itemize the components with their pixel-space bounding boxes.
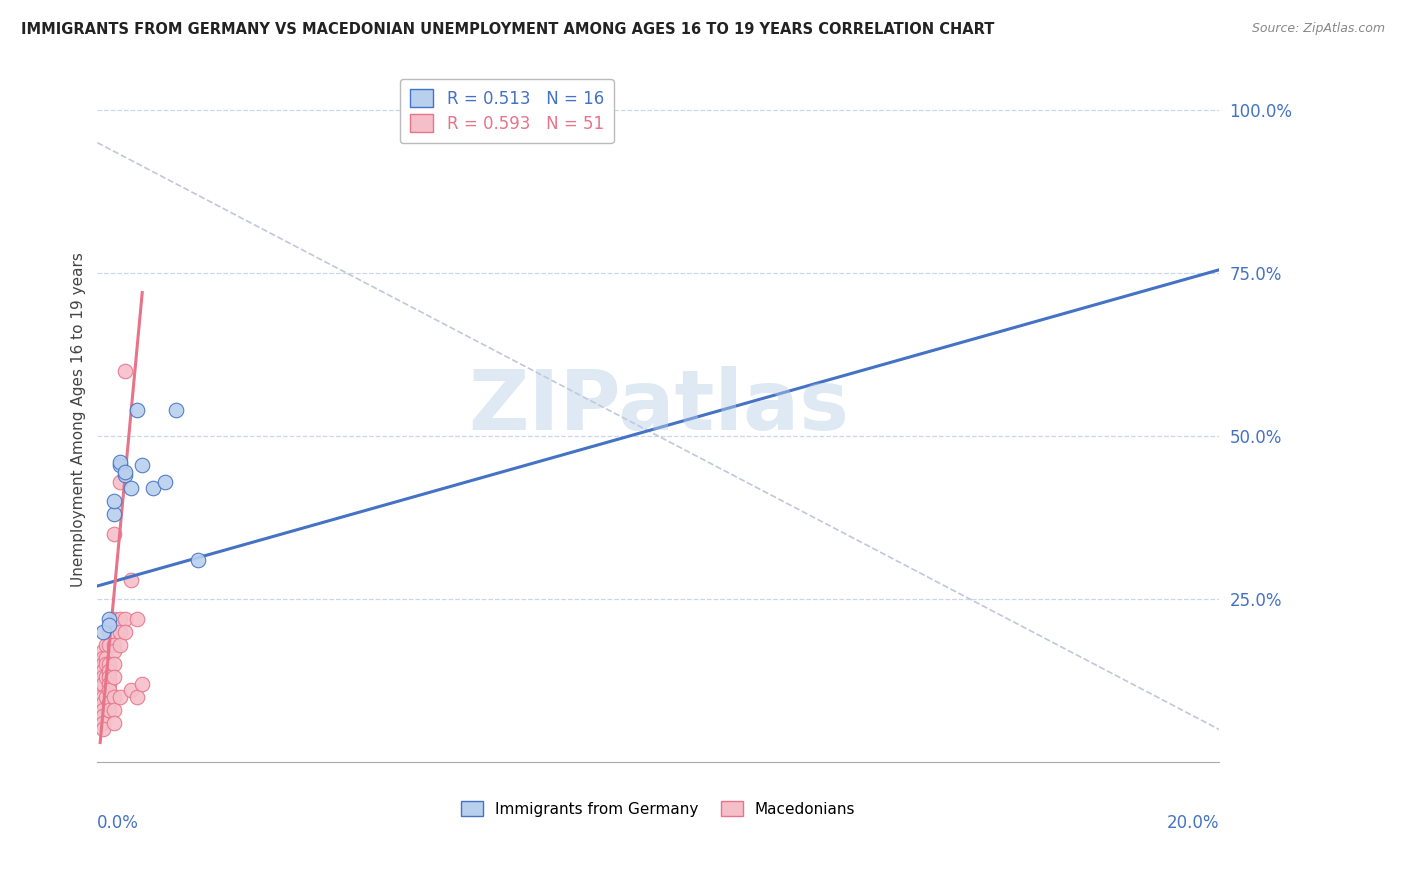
Point: [114, 364, 136, 378]
Point: [131, 458, 153, 473]
Point: [94, 650, 117, 665]
Point: [120, 683, 142, 698]
Point: [114, 468, 136, 483]
Point: [114, 624, 136, 639]
Point: [103, 526, 125, 541]
Point: [103, 612, 125, 626]
Point: [94, 690, 117, 704]
Point: [97, 703, 120, 717]
Text: ZIPatlas: ZIPatlas: [468, 366, 849, 447]
Point: [91, 709, 114, 723]
Point: [125, 690, 148, 704]
Point: [97, 670, 120, 684]
Point: [89, 670, 111, 684]
Point: [103, 508, 125, 522]
Point: [91, 677, 114, 691]
Point: [91, 650, 114, 665]
Point: [108, 458, 131, 473]
Point: [89, 677, 111, 691]
Point: [103, 638, 125, 652]
Point: [142, 481, 165, 495]
Point: [103, 494, 125, 508]
Point: [97, 677, 120, 691]
Point: [114, 465, 136, 479]
Text: 0.0%: 0.0%: [97, 814, 139, 832]
Point: [108, 455, 131, 469]
Point: [97, 638, 120, 652]
Point: [91, 670, 114, 684]
Point: [91, 664, 114, 678]
Point: [97, 697, 120, 711]
Point: [153, 475, 176, 489]
Point: [108, 475, 131, 489]
Point: [91, 703, 114, 717]
Text: 20.0%: 20.0%: [1167, 814, 1219, 832]
Point: [91, 723, 114, 737]
Point: [187, 553, 209, 567]
Point: [91, 657, 114, 672]
Legend: Immigrants from Germany, Macedonians: Immigrants from Germany, Macedonians: [456, 795, 862, 823]
Point: [91, 697, 114, 711]
Point: [108, 612, 131, 626]
Point: [91, 644, 114, 658]
Y-axis label: Unemployment Among Ages 16 to 19 years: Unemployment Among Ages 16 to 19 years: [72, 252, 86, 587]
Point: [91, 690, 114, 704]
Point: [91, 624, 114, 639]
Point: [125, 403, 148, 417]
Text: IMMIGRANTS FROM GERMANY VS MACEDONIAN UNEMPLOYMENT AMONG AGES 16 TO 19 YEARS COR: IMMIGRANTS FROM GERMANY VS MACEDONIAN UN…: [21, 22, 994, 37]
Point: [131, 677, 153, 691]
Point: [97, 612, 120, 626]
Point: [97, 624, 120, 639]
Point: [94, 657, 117, 672]
Text: Source: ZipAtlas.com: Source: ZipAtlas.com: [1251, 22, 1385, 36]
Point: [87, 657, 110, 672]
Point: [97, 683, 120, 698]
Point: [94, 670, 117, 684]
Point: [108, 638, 131, 652]
Point: [108, 624, 131, 639]
Point: [97, 618, 120, 632]
Point: [103, 657, 125, 672]
Point: [120, 481, 142, 495]
Point: [108, 690, 131, 704]
Point: [114, 612, 136, 626]
Point: [97, 657, 120, 672]
Point: [97, 664, 120, 678]
Point: [103, 690, 125, 704]
Point: [125, 612, 148, 626]
Point: [120, 573, 142, 587]
Point: [103, 703, 125, 717]
Point: [103, 715, 125, 730]
Point: [103, 644, 125, 658]
Point: [91, 715, 114, 730]
Point: [94, 638, 117, 652]
Point: [103, 670, 125, 684]
Point: [165, 403, 187, 417]
